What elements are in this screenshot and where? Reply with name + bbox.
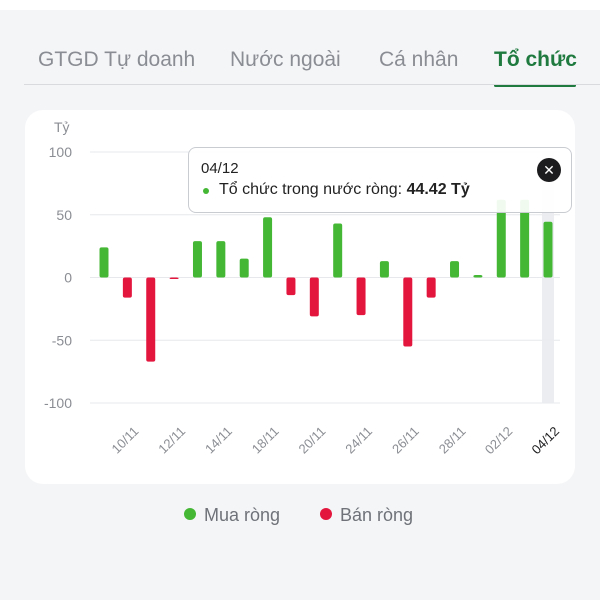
- bar-13-11[interactable]: [192, 241, 202, 278]
- x-tick-label: 24/11: [342, 424, 375, 457]
- close-icon[interactable]: ✕: [537, 158, 561, 182]
- bar-18-11[interactable]: [263, 217, 273, 278]
- bar-12-11[interactable]: [169, 277, 179, 280]
- tab-foreign[interactable]: Nước ngoài: [230, 48, 341, 71]
- legend-item-sell[interactable]: Bán ròng: [320, 505, 413, 526]
- tooltip-line: Tổ chức trong nước ròng: 44.42 Tỷ: [219, 181, 470, 199]
- x-tick-label: 12/11: [155, 424, 188, 457]
- bar-21-11[interactable]: [333, 223, 343, 278]
- bar-27-11[interactable]: [426, 277, 436, 298]
- tooltip-value: 44.42 Tỷ: [406, 181, 470, 198]
- x-tick-label: 18/11: [249, 424, 282, 457]
- bar-03-12[interactable]: [520, 199, 530, 278]
- tab-bar: GTGD Tự doanh Nước ngoài Cá nhân Tổ chức: [0, 10, 600, 87]
- legend-sell-dot: [320, 508, 332, 521]
- legend-sell-label: Bán ròng: [340, 505, 414, 525]
- tooltip-series-dot: [203, 188, 209, 194]
- chart-tooltip: 04/12 Tổ chức trong nước ròng: 44.42 Tỷ: [188, 147, 572, 213]
- active-tab-indicator: [494, 84, 576, 87]
- tab-institution[interactable]: Tổ chức: [494, 48, 577, 71]
- chart-legend: Mua ròng Bán ròng: [0, 505, 600, 529]
- x-tick-label: 14/11: [202, 424, 235, 457]
- x-tick-label: 20/11: [296, 424, 329, 457]
- y-axis-unit-label: Tỷ: [54, 119, 70, 135]
- header-strip: [0, 0, 600, 10]
- bar-26-11[interactable]: [403, 277, 413, 347]
- bar-25-11[interactable]: [379, 261, 389, 278]
- x-tick-label: 28/11: [436, 424, 469, 457]
- y-tick-label: 50: [56, 207, 72, 223]
- y-tick-label: -50: [52, 332, 72, 348]
- tooltip-series-label: Tổ chức trong nước ròng:: [219, 181, 403, 198]
- y-tick-label: -100: [44, 395, 72, 411]
- y-tick-label: 100: [49, 144, 73, 160]
- bar-11-11[interactable]: [146, 277, 156, 362]
- bars: [99, 199, 553, 362]
- bar-10-11[interactable]: [122, 277, 132, 298]
- bar-24-11[interactable]: [356, 277, 366, 316]
- x-axis-ticks: 10/11 12/11 14/11 18/11 20/11 24/11 26/11 28/11…: [109, 424, 563, 458]
- bar-14-11[interactable]: [216, 241, 226, 278]
- y-tick-label: 0: [64, 270, 72, 286]
- tab-proprietary[interactable]: GTGD Tự doanh: [38, 48, 196, 71]
- y-axis-ticks: 100 50 0 -50 -100: [44, 144, 72, 411]
- x-tick-label: 26/11: [389, 424, 422, 457]
- bar-04-12[interactable]: [543, 221, 553, 278]
- x-tick-label: 04/12: [529, 424, 563, 458]
- legend-buy-dot: [184, 508, 196, 521]
- tab-individual[interactable]: Cá nhân: [379, 48, 459, 71]
- bar-09-11[interactable]: [99, 247, 109, 278]
- x-tick-label: 10/11: [109, 424, 142, 457]
- x-tick-label: 02/12: [482, 424, 516, 458]
- bar-20-11[interactable]: [309, 277, 319, 317]
- bar-02-12[interactable]: [496, 199, 506, 278]
- tooltip-date: 04/12: [201, 160, 239, 177]
- legend-buy-label: Mua ròng: [204, 505, 281, 525]
- bar-17-11[interactable]: [239, 258, 249, 278]
- tabs-divider: [24, 84, 600, 85]
- bar-19-11[interactable]: [286, 277, 296, 296]
- bar-01-12[interactable]: [473, 274, 483, 278]
- bar-28-11[interactable]: [450, 261, 460, 278]
- legend-item-buy[interactable]: Mua ròng: [184, 505, 280, 526]
